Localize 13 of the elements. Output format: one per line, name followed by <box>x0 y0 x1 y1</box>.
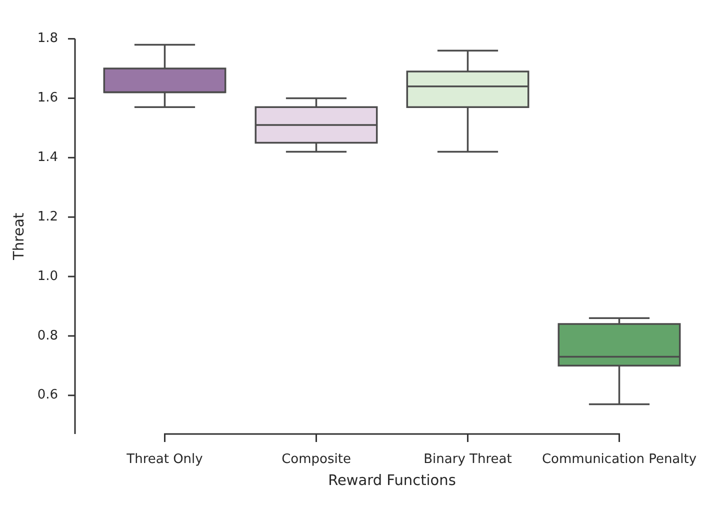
y-tick-label: 0.8 <box>37 328 58 344</box>
y-tick-label: 1.2 <box>37 209 58 224</box>
x-axis-title: Reward Functions <box>328 473 456 490</box>
y-tick-label: 1.4 <box>37 150 58 166</box>
x-tick-label: Threat Only <box>126 452 204 468</box>
y-tick-label: 0.6 <box>37 388 58 403</box>
x-tick-label: Binary Threat <box>424 452 512 468</box>
x-tick-label: Composite <box>282 452 351 468</box>
y-tick-label: 1.8 <box>37 31 58 46</box>
y-tick-label: 1.6 <box>37 90 58 106</box>
y-axis-title: Threat <box>11 212 28 261</box>
x-tick-label: Communication Penalty <box>542 452 697 468</box>
y-tick-label: 1.0 <box>37 268 58 284</box>
